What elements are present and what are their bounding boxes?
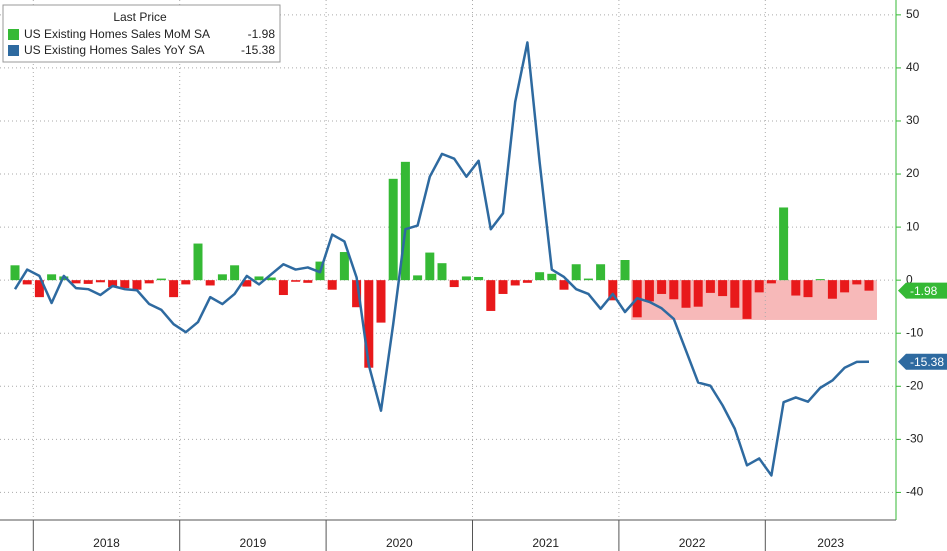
legend-swatch [8,45,19,56]
last-value-label: -15.38 [910,355,944,369]
y-tick-label: -10 [906,325,924,339]
bar [486,280,496,311]
bar [730,280,740,308]
bar [644,280,654,302]
bar [266,277,276,281]
bar [681,280,691,308]
y-tick-label: 40 [906,60,920,74]
x-tick-label: 2019 [240,536,267,550]
bar [657,280,667,294]
bar [278,280,288,296]
bar [47,274,57,281]
bar [461,276,471,281]
bar [547,273,557,281]
last-value-tag [898,282,947,299]
bar [669,280,679,300]
bar [474,276,484,281]
last-value-label: -1.98 [910,284,938,298]
y-tick-label: 20 [906,166,920,180]
legend-value: -15.38 [241,43,275,57]
bar [327,280,337,290]
bar [10,265,20,281]
bar [693,280,703,307]
x-tick-label: 2021 [532,536,559,550]
bar [864,280,874,291]
bar [705,280,715,293]
bar [34,280,44,298]
bar [620,260,630,281]
bar [742,280,752,319]
bar [413,275,423,281]
bar [205,280,215,286]
legend-label: US Existing Homes Sales YoY SA [24,43,205,57]
bar [522,280,532,283]
bar [120,280,130,289]
x-tick-label: 2020 [386,536,413,550]
bar [437,263,447,281]
bar [766,280,776,284]
legend-swatch [8,29,19,40]
y-tick-label: 50 [906,7,920,21]
legend-box [2,4,281,63]
bar [71,280,81,284]
bar [815,279,825,281]
bar [217,274,227,281]
bar [254,276,264,281]
bar [803,280,813,298]
bar [193,243,203,281]
bar [583,278,593,281]
x-tick-label: 2023 [817,536,844,550]
bar [132,280,142,290]
bar [181,280,191,285]
y-tick-label: -20 [906,378,924,392]
bar [449,280,459,288]
bar [352,280,362,308]
y-tick-label: -40 [906,485,924,499]
bar [608,280,618,301]
bar [425,252,435,281]
line [13,41,870,477]
y-tick-label: 10 [906,219,920,233]
bar [169,280,179,298]
y-tick-label: 0 [906,272,913,286]
legend-title: Last Price [113,10,167,24]
bar [303,280,313,283]
bar [535,272,545,281]
bar [144,280,154,284]
bar [364,280,374,368]
bar [242,280,252,287]
bar [339,252,349,281]
bar [840,280,850,293]
bar [510,280,520,286]
legend-label: US Existing Homes Sales MoM SA [24,27,210,41]
bar [596,264,606,281]
bar [388,178,398,281]
bar [22,280,32,285]
x-tick-label: 2022 [679,536,706,550]
bar [754,280,764,293]
bar [230,265,240,281]
bar [108,280,118,288]
bar [827,280,837,299]
bar [95,280,105,283]
y-tick-label: -30 [906,432,924,446]
bar [571,264,581,281]
x-tick-label: 2018 [93,536,120,550]
bar [291,280,301,282]
bar [779,207,789,281]
bar [852,280,862,285]
bar [559,280,569,290]
bar [376,280,386,323]
bar [400,161,410,281]
bar [791,280,801,296]
bar [83,280,93,284]
legend-value: -1.98 [248,27,276,41]
last-value-tag [898,353,947,370]
bar [498,280,508,294]
y-tick-label: 30 [906,113,920,127]
bar [156,278,166,281]
bar [718,280,728,297]
